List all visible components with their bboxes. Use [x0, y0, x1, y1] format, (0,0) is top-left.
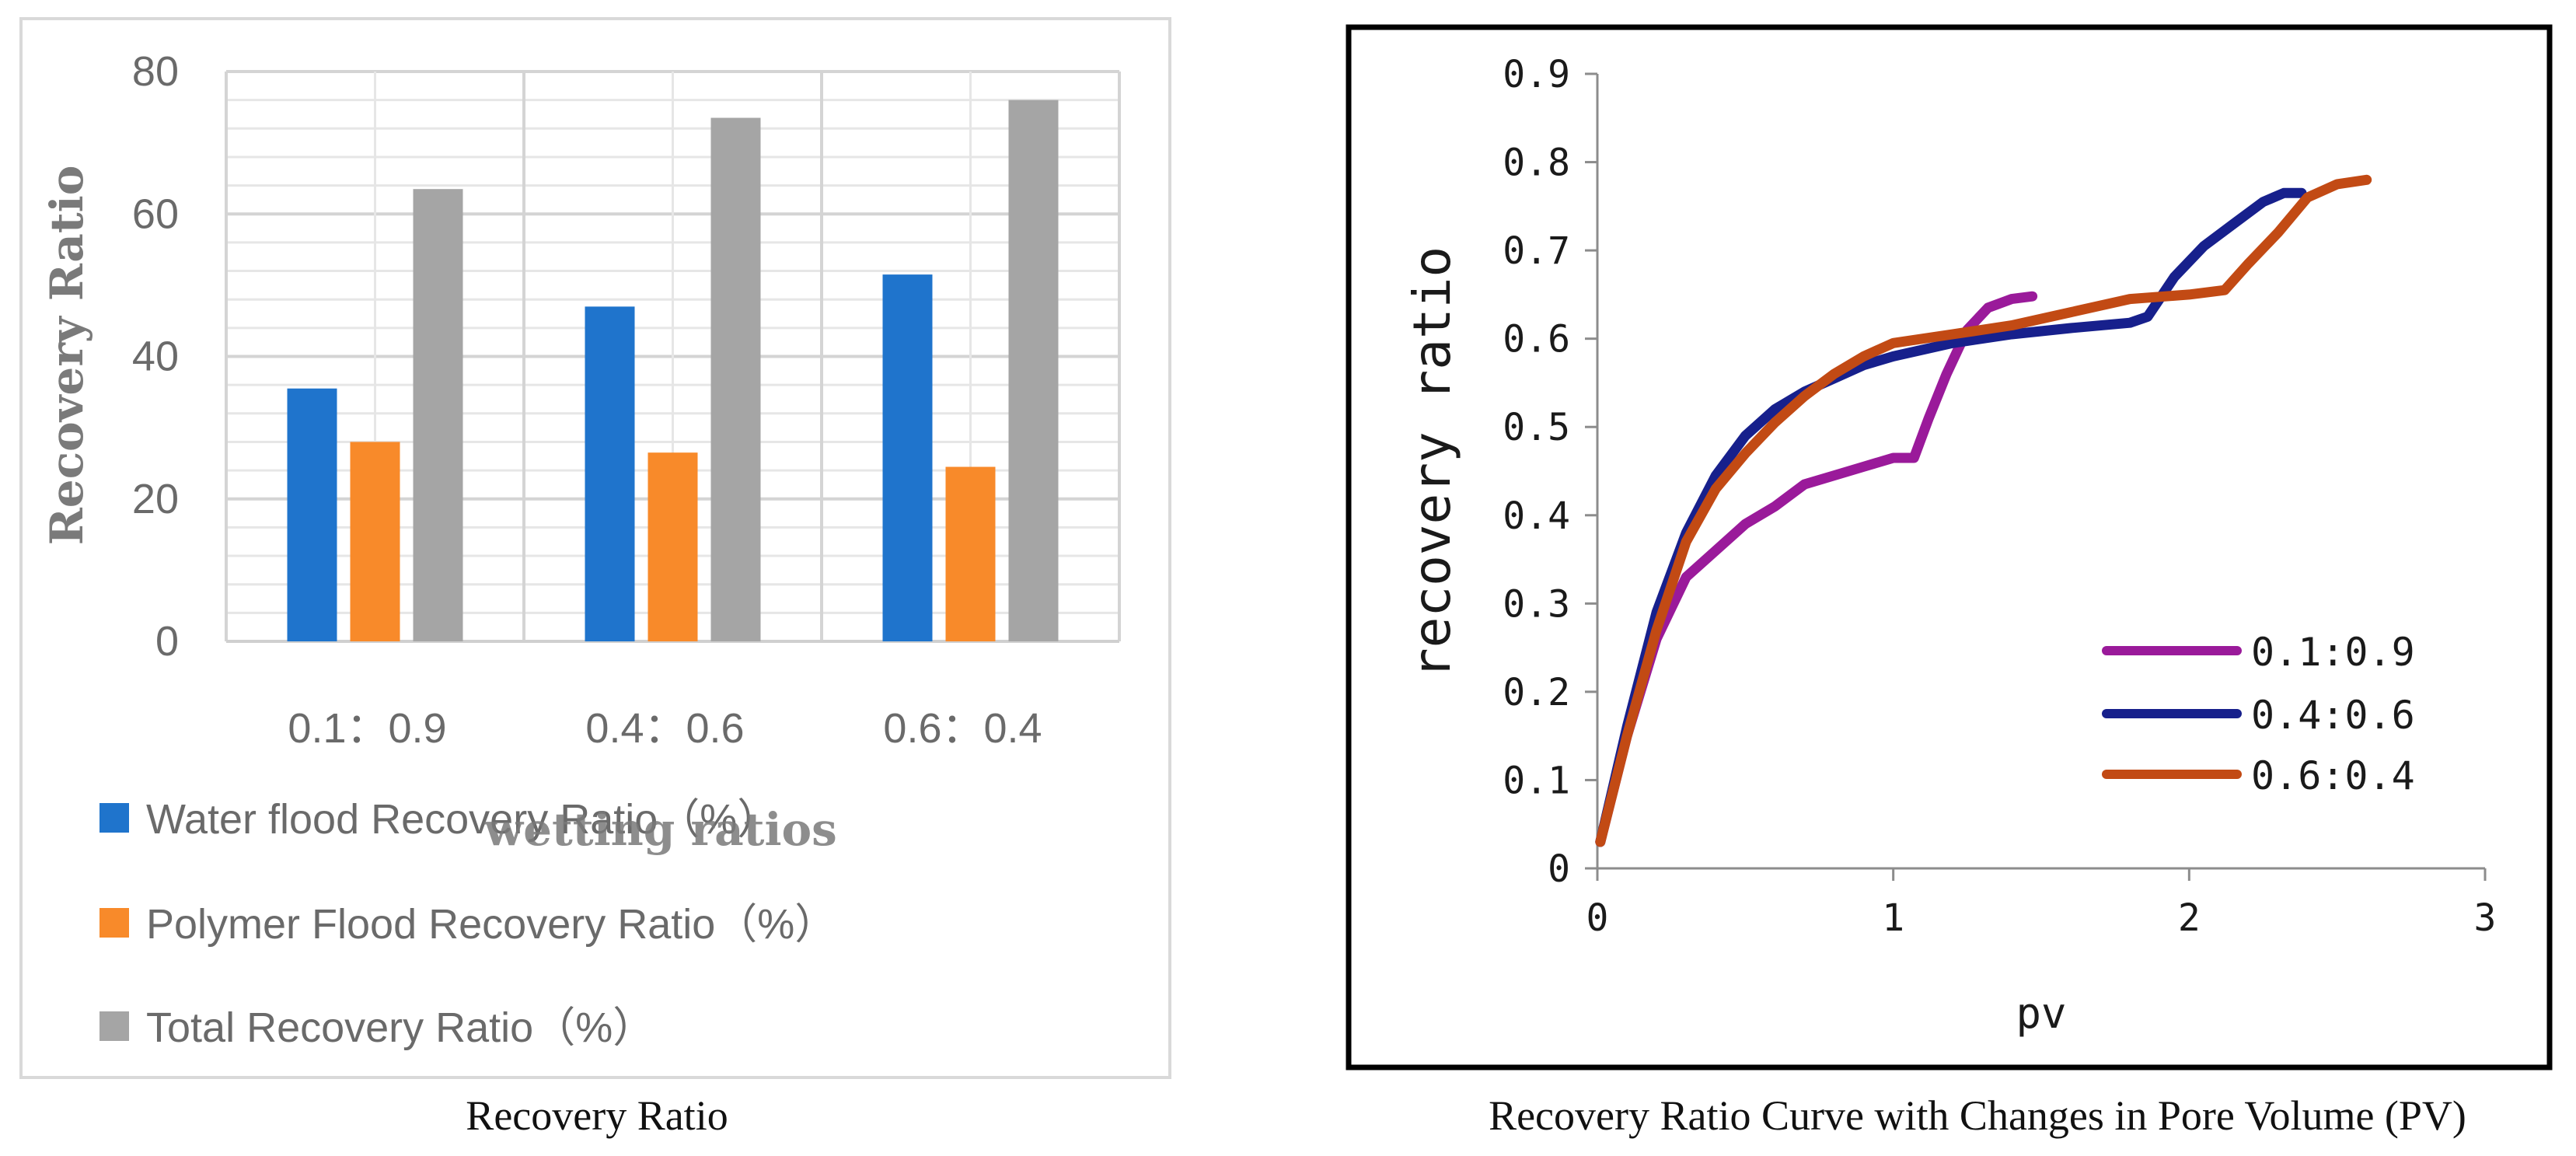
line-chart-x-axis-label: pv	[2016, 989, 2066, 1038]
line-series-0-6-0-4	[1595, 174, 2372, 847]
line-y-tick-label: 0.9	[1503, 53, 1570, 96]
line-chart-caption: Recovery Ratio Curve with Changes in Por…	[1489, 1092, 2466, 1139]
line-y-tick-label: 0.7	[1503, 229, 1570, 273]
line-chart-x-ticks: 0 1 2 3	[1586, 868, 2497, 940]
bar-category-label: 0.4：0.6	[585, 705, 744, 752]
bar-water-flood-0	[287, 388, 337, 641]
line-x-tick-label: 2	[2178, 896, 2201, 940]
line-y-tick-label: 0.1	[1503, 759, 1570, 802]
bar-total-0	[413, 189, 463, 641]
bar-y-tick-label: 20	[132, 476, 179, 522]
line-chart-frame	[1346, 24, 2553, 1070]
legend-label-total: Total Recovery Ratio（%）	[146, 1004, 654, 1051]
line-chart-y-ticks: 0 0.1 0.2 0.3 0.4 0.5 0.6 0.7 0.8 0.9	[1503, 53, 1597, 891]
bar-y-tick-label: 60	[132, 190, 179, 237]
line-y-tick-label: 0.8	[1503, 141, 1570, 185]
bar-total-1	[710, 117, 761, 641]
line-y-tick-label: 0.5	[1503, 406, 1570, 449]
line-chart-series	[1595, 174, 2372, 847]
legend-swatch-water-flood	[99, 803, 129, 833]
line-x-tick-label: 0	[1586, 896, 1609, 940]
legend-label-0.4-0.6: 0.4:0.6	[2251, 693, 2415, 738]
line-chart-y-axis-label: recovery ratio	[1402, 246, 1462, 679]
bar-category-label: 0.1：0.9	[288, 705, 446, 752]
legend-label-water-flood: Water flood Recovery Ratio（%）	[146, 796, 779, 843]
line-y-tick-label: 0.4	[1503, 494, 1570, 538]
bar-y-tick-label: 0	[155, 618, 179, 665]
line-y-tick-label: 0	[1548, 847, 1570, 891]
line-y-tick-label: 0.3	[1503, 582, 1570, 626]
legend-swatch-polymer-flood	[99, 908, 129, 938]
line-series-0-4-0-6	[1595, 187, 2307, 847]
bar-y-tick-label: 80	[132, 48, 179, 95]
line-series-0-1-0-9	[1595, 291, 2038, 847]
bar-water-flood-1	[585, 306, 635, 641]
bar-polymer-flood-0	[350, 442, 400, 641]
line-y-tick-label: 0.6	[1503, 318, 1570, 361]
line-x-tick-label: 1	[1882, 896, 1904, 940]
legend-label-polymer-flood: Polymer Flood Recovery Ratio（%）	[146, 901, 836, 948]
line-y-tick-label: 0.2	[1503, 671, 1570, 714]
legend-swatch-total	[99, 1011, 129, 1041]
bar-polymer-flood-1	[647, 452, 698, 641]
bar-water-flood-2	[882, 274, 933, 641]
bar-polymer-flood-2	[945, 466, 996, 641]
legend-label-0.6-0.4: 0.6:0.4	[2251, 753, 2415, 798]
bar-total-2	[1008, 100, 1059, 641]
bar-chart-y-ticks: 0 20 40 60 80	[132, 48, 179, 665]
bar-y-tick-label: 40	[132, 334, 179, 380]
bar-chart-caption: Recovery Ratio	[466, 1092, 728, 1139]
line-x-tick-label: 3	[2474, 896, 2497, 940]
bar-chart-y-axis-label: Recovery Ratio	[40, 166, 93, 546]
bar-category-label: 0.6：0.4	[883, 705, 1042, 752]
bar-chart-bars	[287, 100, 1059, 641]
bar-chart-category-labels: 0.1：0.9 0.4：0.6 0.6：0.4	[288, 705, 1042, 752]
legend-label-0.1-0.9: 0.1:0.9	[2251, 630, 2415, 675]
bar-chart-x-axis-label: wetting ratios	[483, 803, 837, 856]
